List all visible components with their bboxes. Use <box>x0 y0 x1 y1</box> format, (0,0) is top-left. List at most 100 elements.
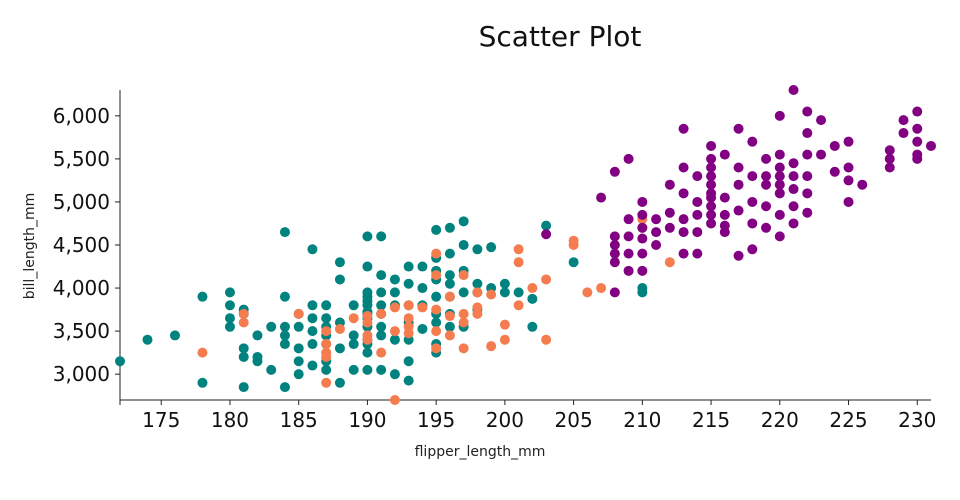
data-point <box>884 162 895 173</box>
data-point <box>389 302 400 313</box>
data-point <box>472 287 483 298</box>
data-point <box>224 300 235 311</box>
data-point <box>499 287 510 298</box>
data-point <box>293 356 304 367</box>
data-point <box>417 323 428 334</box>
data-point <box>541 274 552 285</box>
data-point <box>486 341 497 352</box>
data-point <box>513 244 524 255</box>
data-point <box>389 274 400 285</box>
data-point <box>499 278 510 289</box>
x-axis-label: flipper_length_mm <box>414 444 546 460</box>
y-tick-label: 3,000 <box>53 362 110 386</box>
y-tick-label: 3,500 <box>53 319 110 343</box>
data-point <box>224 313 235 324</box>
data-point <box>197 347 208 358</box>
data-point <box>376 300 387 311</box>
data-point <box>802 207 813 218</box>
data-point <box>774 188 785 199</box>
data-point <box>664 207 675 218</box>
data-point <box>321 351 332 362</box>
data-point <box>678 162 689 173</box>
data-point <box>747 218 758 229</box>
data-point <box>637 233 648 244</box>
data-point <box>623 231 634 242</box>
data-point <box>733 205 744 216</box>
data-point <box>224 287 235 298</box>
data-point <box>912 153 923 164</box>
data-point <box>637 248 648 259</box>
data-point <box>376 364 387 375</box>
data-point <box>197 377 208 388</box>
data-point <box>568 257 579 268</box>
data-point <box>912 123 923 134</box>
y-tick-label: 6,000 <box>53 104 110 128</box>
y-tick-label: 4,500 <box>53 233 110 257</box>
data-point <box>747 171 758 182</box>
data-point <box>802 149 813 160</box>
data-point <box>788 158 799 169</box>
data-point <box>334 323 345 334</box>
x-tick-label: 205 <box>555 408 593 432</box>
data-point <box>733 162 744 173</box>
data-point <box>238 351 249 362</box>
data-point <box>513 300 524 311</box>
data-point <box>348 300 359 311</box>
data-point <box>788 218 799 229</box>
data-point <box>362 347 373 358</box>
data-point <box>238 382 249 393</box>
data-point <box>678 248 689 259</box>
data-point <box>706 209 717 220</box>
data-point <box>458 343 469 354</box>
data-point <box>706 218 717 229</box>
axes: 175 180 185 190 195 200 205 210 215 220 225 230 3,00… <box>53 90 936 432</box>
data-point <box>403 261 414 272</box>
data-point <box>293 343 304 354</box>
data-points <box>115 85 936 405</box>
data-point <box>376 231 387 242</box>
data-point <box>224 321 235 332</box>
data-point <box>816 149 827 160</box>
data-point <box>403 356 414 367</box>
data-point <box>431 270 442 281</box>
data-point <box>747 136 758 147</box>
x-tick-label: 185 <box>280 408 318 432</box>
data-point <box>637 287 648 298</box>
x-tick-label: 195 <box>417 408 455 432</box>
x-tick-label: 180 <box>211 408 249 432</box>
data-point <box>266 364 277 375</box>
data-point <box>348 339 359 350</box>
data-point <box>651 227 662 238</box>
data-point <box>692 248 703 259</box>
data-point <box>431 343 442 354</box>
data-point <box>279 227 290 238</box>
data-point <box>678 123 689 134</box>
data-point <box>238 308 249 319</box>
data-point <box>774 149 785 160</box>
data-point <box>678 227 689 238</box>
x-tick-label: 230 <box>898 408 936 432</box>
x-tick-label: 225 <box>829 408 867 432</box>
data-point <box>637 196 648 207</box>
x-tick-label: 210 <box>623 408 661 432</box>
y-tick-label: 4,000 <box>53 276 110 300</box>
data-point <box>774 231 785 242</box>
data-point <box>348 364 359 375</box>
data-point <box>376 330 387 341</box>
data-point <box>761 201 772 212</box>
data-point <box>362 261 373 272</box>
data-point <box>774 162 785 173</box>
data-point <box>623 214 634 225</box>
data-point <box>623 265 634 276</box>
data-point <box>142 334 153 345</box>
data-point <box>458 216 469 227</box>
data-point <box>334 343 345 354</box>
data-point <box>774 209 785 220</box>
data-point <box>321 364 332 375</box>
data-point <box>444 278 455 289</box>
data-point <box>403 375 414 386</box>
data-point <box>843 196 854 207</box>
data-point <box>774 171 785 182</box>
